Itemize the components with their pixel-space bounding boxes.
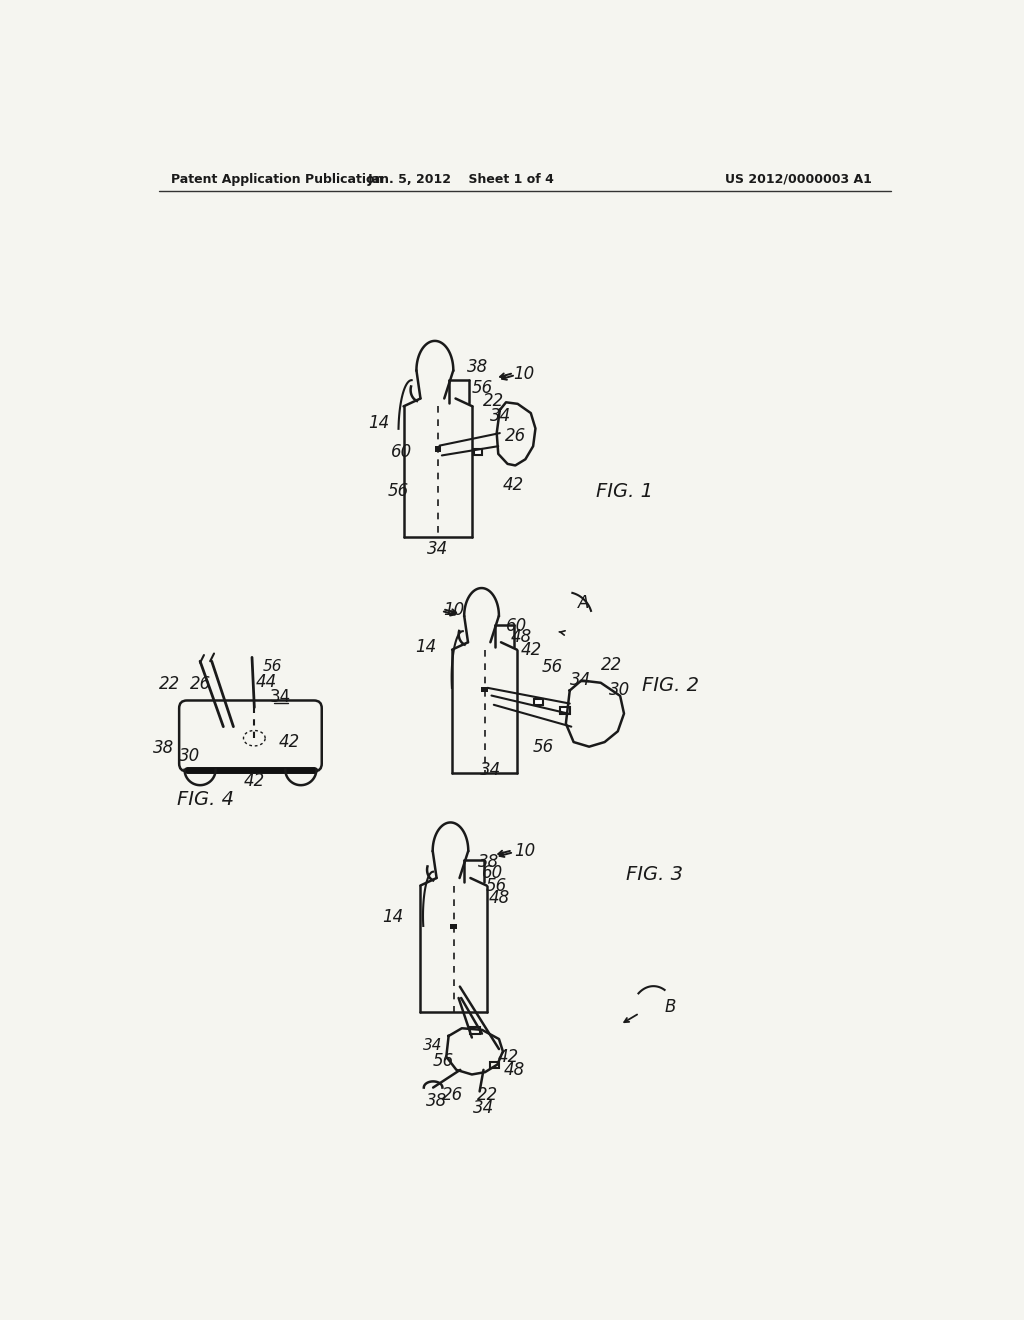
Text: 48: 48 bbox=[488, 890, 510, 907]
Text: 34: 34 bbox=[480, 760, 502, 779]
Text: 38: 38 bbox=[478, 853, 499, 871]
Text: 60: 60 bbox=[506, 618, 527, 635]
Text: 26: 26 bbox=[189, 676, 211, 693]
Bar bbox=[470, 1027, 480, 1034]
Text: 30: 30 bbox=[609, 681, 631, 698]
Text: Patent Application Publication: Patent Application Publication bbox=[171, 173, 383, 186]
Text: 26: 26 bbox=[442, 1086, 463, 1105]
Text: 14: 14 bbox=[368, 413, 389, 432]
Text: US 2012/0000003 A1: US 2012/0000003 A1 bbox=[725, 173, 872, 186]
Text: 56: 56 bbox=[542, 657, 563, 676]
Bar bbox=[489, 1063, 499, 1068]
Text: 34: 34 bbox=[473, 1100, 495, 1117]
Text: 56: 56 bbox=[388, 482, 410, 500]
Text: 60: 60 bbox=[391, 444, 413, 461]
Text: A: A bbox=[578, 594, 590, 612]
Text: 42: 42 bbox=[279, 733, 300, 751]
Text: 60: 60 bbox=[482, 865, 504, 882]
Text: 48: 48 bbox=[504, 1061, 525, 1078]
Text: 44: 44 bbox=[255, 673, 276, 690]
Text: 38: 38 bbox=[426, 1092, 447, 1110]
Text: 10: 10 bbox=[514, 842, 536, 859]
Text: 22: 22 bbox=[477, 1086, 498, 1105]
FancyBboxPatch shape bbox=[179, 701, 322, 771]
Bar bbox=[451, 924, 457, 929]
Text: 34: 34 bbox=[269, 689, 291, 706]
Text: 22: 22 bbox=[483, 392, 505, 411]
Text: 26: 26 bbox=[505, 426, 526, 445]
Bar bbox=[435, 446, 441, 451]
Text: 56: 56 bbox=[486, 876, 507, 895]
Text: FIG. 3: FIG. 3 bbox=[627, 865, 683, 884]
Bar bbox=[535, 700, 544, 705]
Text: 48: 48 bbox=[511, 628, 532, 647]
Text: 56: 56 bbox=[432, 1052, 454, 1069]
Text: Jan. 5, 2012    Sheet 1 of 4: Jan. 5, 2012 Sheet 1 of 4 bbox=[368, 173, 555, 186]
Text: 42: 42 bbox=[503, 477, 524, 494]
Text: 34: 34 bbox=[423, 1038, 442, 1053]
Text: FIG. 2: FIG. 2 bbox=[642, 676, 699, 696]
Text: 10: 10 bbox=[442, 601, 464, 619]
Text: 56: 56 bbox=[262, 659, 282, 675]
Text: 56: 56 bbox=[472, 379, 494, 397]
Text: 22: 22 bbox=[601, 656, 623, 675]
Text: 34: 34 bbox=[427, 540, 449, 558]
Text: 42: 42 bbox=[520, 640, 542, 659]
Text: 14: 14 bbox=[383, 908, 403, 927]
Text: 38: 38 bbox=[467, 358, 488, 376]
Bar bbox=[560, 708, 569, 714]
Text: 38: 38 bbox=[153, 739, 174, 758]
Text: B: B bbox=[665, 998, 676, 1016]
Text: 34: 34 bbox=[489, 407, 511, 425]
Text: 42: 42 bbox=[498, 1048, 519, 1065]
Text: 30: 30 bbox=[179, 747, 201, 764]
Bar bbox=[481, 688, 487, 692]
Text: 14: 14 bbox=[415, 638, 436, 656]
Text: 34: 34 bbox=[570, 672, 591, 689]
Text: 22: 22 bbox=[159, 676, 179, 693]
Text: FIG. 1: FIG. 1 bbox=[596, 482, 652, 500]
Text: 10: 10 bbox=[513, 364, 535, 383]
Text: 42: 42 bbox=[244, 772, 265, 789]
Bar bbox=[474, 449, 482, 454]
Text: 56: 56 bbox=[532, 738, 554, 756]
Text: FIG. 4: FIG. 4 bbox=[177, 791, 234, 809]
